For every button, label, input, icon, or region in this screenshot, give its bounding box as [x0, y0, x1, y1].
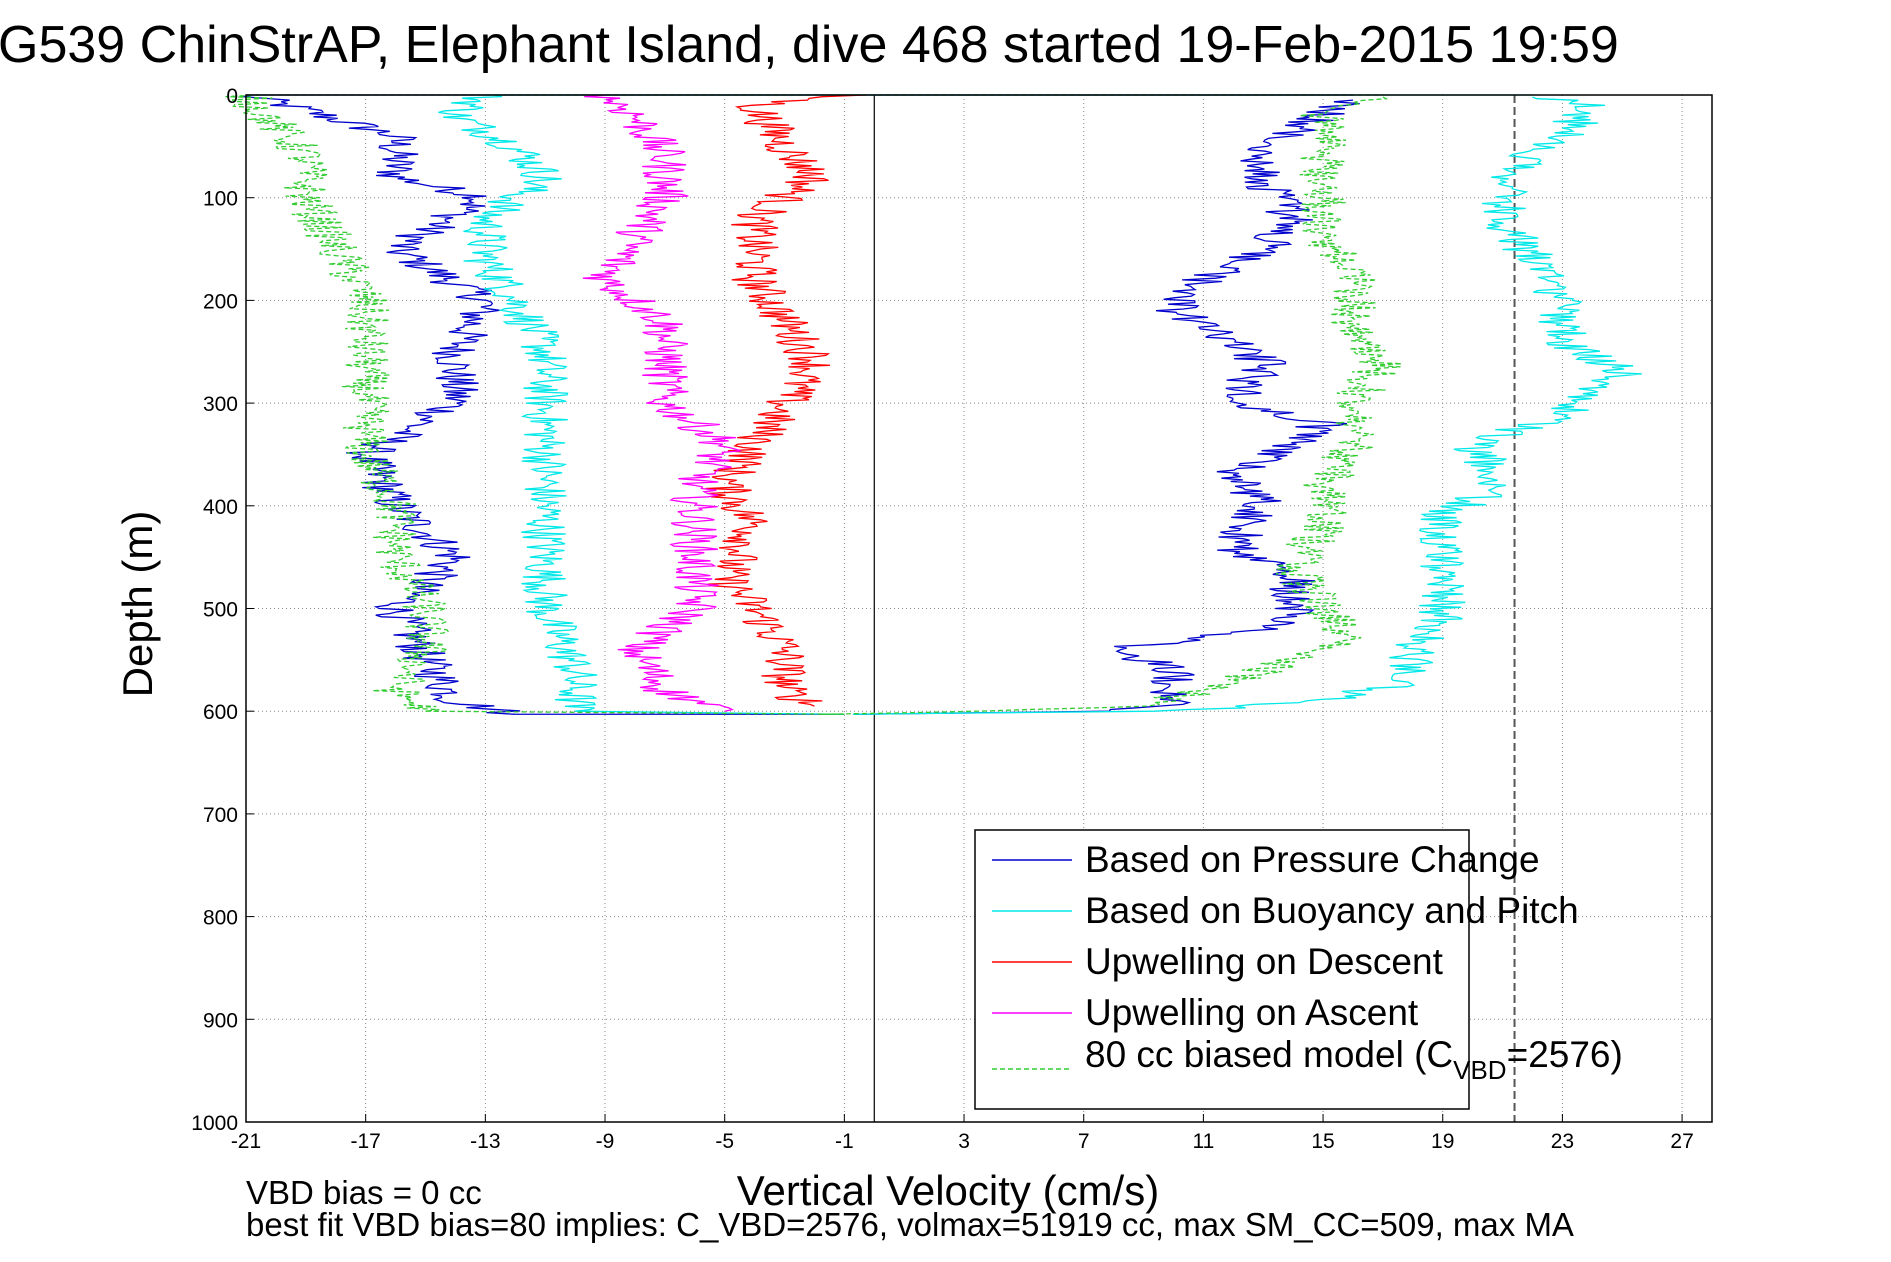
y-tick-label: 300	[203, 393, 238, 416]
series-line-2-0	[705, 94, 867, 707]
series-line-0-0	[243, 94, 521, 715]
y-tick-label: 700	[203, 804, 238, 827]
legend-label-0: Based on Pressure Change	[1085, 839, 1540, 880]
y-tick-label: 900	[203, 1009, 238, 1032]
x-tick-label: -9	[596, 1130, 615, 1153]
x-tick-label: 23	[1551, 1130, 1574, 1153]
series-line-4-1	[821, 96, 1403, 715]
y-tick-label: 200	[203, 290, 238, 313]
y-tick-label: 600	[203, 701, 238, 724]
x-tick-label: 15	[1311, 1130, 1334, 1153]
x-tick-label: -13	[470, 1130, 500, 1153]
series-lines	[225, 94, 1642, 715]
series-line-1-0	[438, 94, 598, 712]
series-line-1-1	[852, 96, 1642, 715]
legend-box	[974, 829, 1470, 1110]
series-line-3-0	[582, 94, 741, 712]
legend-label-4: 80 cc biased model (CVBD=2576)	[1085, 1034, 1623, 1085]
y-tick-label: 500	[203, 599, 238, 622]
x-tick-label: 7	[1078, 1130, 1090, 1153]
chart-title: G539 ChinStrAP, Elephant Island, dive 46…	[0, 16, 1619, 74]
x-tick-label: -5	[715, 1130, 734, 1153]
legend-label-1: Based on Buoyancy and Pitch	[1085, 890, 1579, 931]
vbd-bias-note: VBD bias = 0 cc	[246, 1174, 482, 1211]
x-tick-label: -1	[835, 1130, 854, 1153]
series-line-4-0	[225, 94, 450, 712]
series-bottom-connector-4	[425, 710, 845, 715]
series-line-0-1	[854, 99, 1360, 715]
legend: Based on Pressure Change Based on Buoyanc…	[974, 829, 1623, 1110]
x-tick-label: 27	[1670, 1130, 1693, 1153]
x-tick-label: -21	[231, 1130, 261, 1153]
legend-label-2: Upwelling on Descent	[1085, 941, 1444, 982]
x-tick-label: -17	[350, 1130, 380, 1153]
y-axis-label: Depth (m)	[114, 511, 161, 698]
x-tick-label: 3	[958, 1130, 970, 1153]
y-tick-label: 100	[203, 188, 238, 211]
legend-label-3: Upwelling on Ascent	[1085, 992, 1419, 1033]
x-tick-label: 11	[1192, 1130, 1214, 1153]
x-tick-label: 19	[1431, 1130, 1454, 1153]
y-tick-label: 400	[203, 496, 238, 519]
y-tick-label: 800	[203, 907, 238, 930]
y-tick-labels: 0 100 200 300 400 500 600 700 800 900 1000	[191, 85, 238, 1135]
best-fit-note: best fit VBD bias=80 implies: C_VBD=2576…	[246, 1206, 1574, 1243]
plot-frame	[245, 94, 1713, 1123]
x-axis-label: Vertical Velocity (cm/s)	[737, 1167, 1159, 1214]
y-tick-label: 0	[226, 85, 238, 108]
x-tick-labels: -21 -17 -13 -9 -5 -1 3 7 11 15 19 23 27	[231, 1130, 1694, 1153]
y-tick-label: 1000	[191, 1112, 238, 1135]
reference-lines	[873, 95, 1516, 1122]
